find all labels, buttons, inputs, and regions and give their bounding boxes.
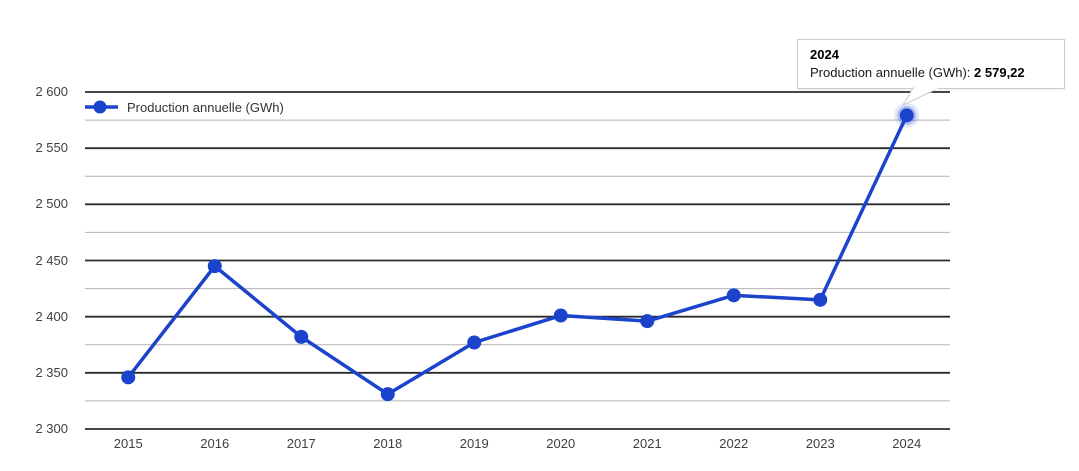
tooltip-body: Production annuelle (GWh): 2 579,22 <box>810 64 1052 82</box>
y-tick-label: 2 400 <box>35 308 68 324</box>
tooltip-callout-pointer <box>901 87 940 107</box>
data-point[interactable] <box>294 329 309 344</box>
legend-series-marker-icon <box>85 100 118 114</box>
data-point[interactable] <box>207 259 222 274</box>
y-tick-label: 2 500 <box>35 196 68 212</box>
x-tick-label: 2023 <box>805 436 835 451</box>
y-tick-label: 2 350 <box>35 364 68 380</box>
x-tick-label: 2018 <box>373 436 403 451</box>
x-tick-label: 2016 <box>200 436 230 451</box>
tooltip: 2024 Production annuelle (GWh): 2 579,22 <box>797 39 1065 89</box>
data-point[interactable] <box>726 288 741 303</box>
x-tick-label: 2017 <box>286 436 316 451</box>
series-line[interactable] <box>126 113 909 396</box>
x-tick-label: 2021 <box>632 436 662 451</box>
tooltip-title: 2024 <box>810 47 839 62</box>
x-tick-label: 2020 <box>546 436 576 451</box>
x-tick-label: 2019 <box>459 436 489 451</box>
data-point[interactable] <box>467 335 482 350</box>
y-tick-label: 2 300 <box>35 421 68 436</box>
tooltip-value: 2 579,22 <box>974 65 1025 80</box>
y-tick-label: 2 450 <box>35 252 68 268</box>
data-point[interactable] <box>553 308 568 323</box>
data-point[interactable] <box>899 108 914 123</box>
data-point[interactable] <box>813 292 828 307</box>
x-tick-label: 2015 <box>113 436 143 451</box>
y-tick-label: 2 550 <box>35 140 68 156</box>
x-tick-label: 2024 <box>892 436 922 451</box>
data-point[interactable] <box>380 387 395 402</box>
legend[interactable]: Production annuelle (GWh) <box>85 99 284 115</box>
x-tick-label: 2022 <box>719 436 749 451</box>
y-tick-label: 2 600 <box>35 84 68 99</box>
legend-label: Production annuelle (GWh) <box>127 99 284 115</box>
data-point[interactable] <box>640 314 655 329</box>
data-point[interactable] <box>121 370 136 385</box>
tooltip-series-label: Production annuelle (GWh): <box>810 65 975 80</box>
